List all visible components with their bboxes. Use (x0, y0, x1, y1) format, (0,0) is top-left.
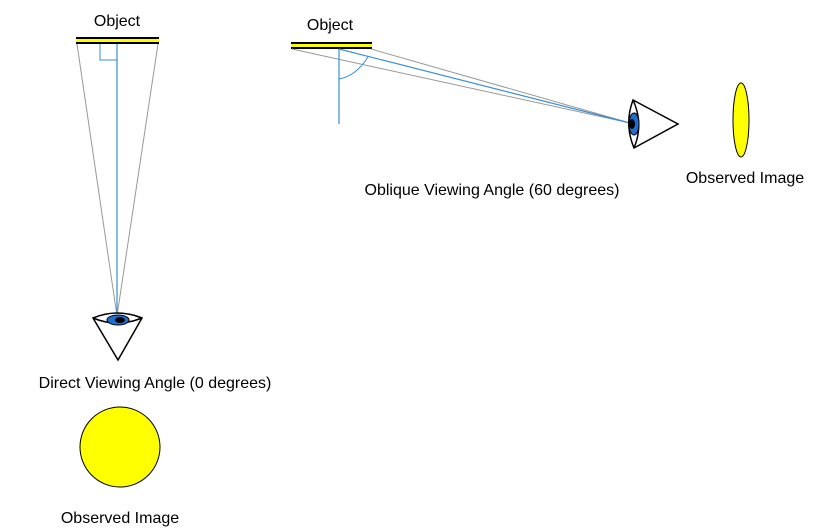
sight-line (292, 49, 630, 123)
eye (629, 100, 678, 148)
oblique-panel: Object Observed Image Oblique Viewing An… (291, 17, 804, 199)
eye (93, 313, 142, 360)
sight-line (371, 49, 630, 123)
observed-image (733, 83, 749, 157)
object-label: Object (94, 13, 141, 30)
object-stripe (76, 39, 159, 42)
sight-line (77, 44, 117, 316)
direct-panel: Object Direct Viewing Angle (0 degrees) … (39, 13, 272, 527)
object-stripe (291, 44, 372, 47)
diagram: Object Direct Viewing Angle (0 degrees) … (0, 0, 817, 529)
image-label: Observed Image (686, 170, 804, 187)
sight-line (117, 44, 158, 316)
right-angle (100, 44, 117, 60)
caption: Direct Viewing Angle (0 degrees) (39, 375, 272, 392)
image-label: Observed Image (61, 510, 179, 527)
object-label: Object (307, 17, 354, 34)
observed-image (80, 407, 160, 487)
caption: Oblique Viewing Angle (60 degrees) (365, 182, 620, 199)
view-line (339, 49, 630, 123)
